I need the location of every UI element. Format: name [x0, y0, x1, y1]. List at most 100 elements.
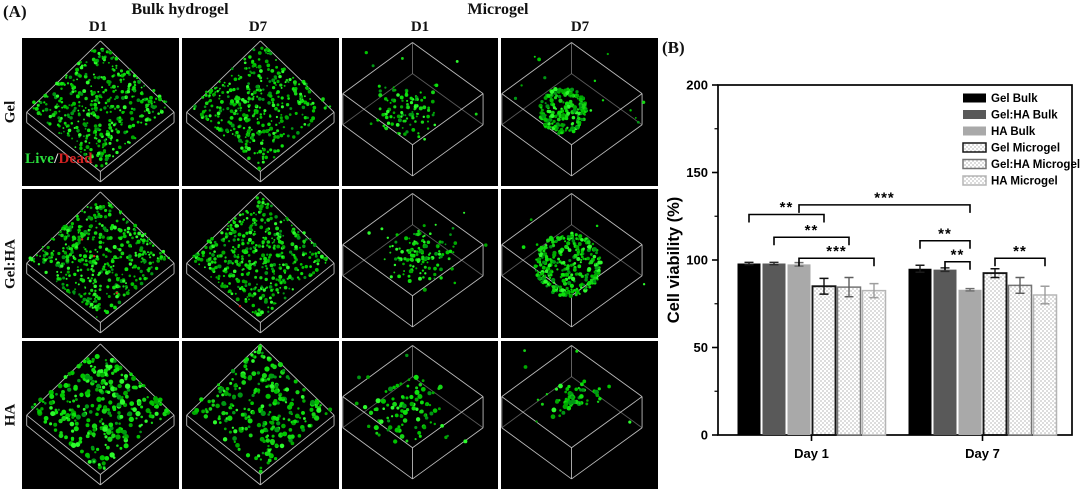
live-cell-dot: [28, 256, 33, 261]
live-cell-dot: [561, 273, 566, 278]
live-cell-dot: [75, 71, 78, 75]
live-cell-dot: [90, 93, 94, 96]
live-cell-dot: [311, 415, 315, 419]
live-cell-dot: [69, 421, 75, 426]
live-cell-dot: [231, 262, 234, 265]
live-cell-dot: [271, 78, 275, 83]
live-cell-dot: [107, 410, 112, 415]
live-cell-dot: [388, 251, 391, 254]
live-cell-dot: [78, 254, 82, 258]
live-cell-dot: [274, 59, 277, 61]
live-cell-dot: [554, 114, 558, 119]
live-cell-dot: [324, 262, 327, 265]
live-cell-dot: [97, 51, 101, 55]
live-cell-dot: [68, 408, 72, 411]
live-cell-dot: [71, 90, 75, 94]
live-cell-dot: [234, 134, 237, 137]
live-cell-dot: [384, 115, 389, 120]
live-cell-dot: [303, 116, 307, 120]
live-cell-dot: [199, 112, 204, 117]
live-cell-dot: [276, 79, 280, 84]
live-cell-dot: [259, 115, 263, 119]
live-cell-dot: [240, 98, 245, 102]
live-cell-dot: [234, 109, 238, 113]
live-cell-dot: [421, 276, 425, 280]
live-cell-dot: [256, 422, 261, 427]
wireframe-edge: [342, 42, 413, 94]
significance-stars: **: [951, 246, 965, 263]
live-cell-dot: [133, 264, 137, 269]
live-cell-dot: [77, 112, 81, 115]
live-cell-dot: [95, 255, 99, 259]
live-cell-dot: [255, 84, 259, 89]
live-cell-dot: [35, 254, 39, 257]
live-cell-dot: [203, 413, 208, 419]
live-cell-dot: [247, 298, 250, 301]
live-cell-dot: [368, 410, 373, 415]
live-cell-dot: [83, 152, 87, 156]
live-cell-dot: [282, 132, 285, 136]
wireframe-edge: [100, 424, 175, 485]
live-cell-dot: [453, 241, 457, 246]
wireframe-edge: [100, 273, 175, 334]
live-cell-dot: [272, 155, 276, 159]
live-cell-dot: [575, 237, 579, 241]
live-cell-dot: [246, 129, 251, 133]
legend-swatch-gel-ha-microgel: [962, 158, 987, 170]
live-cell-dot: [215, 276, 218, 279]
live-cell-dot: [314, 268, 319, 273]
live-cell-dot: [417, 251, 421, 254]
live-cell-dot: [269, 217, 273, 221]
live-cell-dot: [134, 254, 138, 258]
live-cell-dot: [266, 63, 270, 68]
live-cell-dot: [229, 129, 232, 132]
live-cell-dot: [77, 235, 81, 239]
live-cell-dot: [159, 255, 164, 260]
live-cell-dot: [271, 364, 277, 369]
wireframe-edge: [571, 275, 643, 328]
live-cell-dot: [204, 93, 208, 97]
live-cell-dot: [158, 97, 162, 102]
live-cell-dot: [564, 88, 568, 92]
live-cell-dot: [400, 56, 404, 60]
live-cell-dot: [256, 118, 259, 120]
live-cell-dot: [129, 110, 134, 115]
live-cell-dot: [160, 258, 163, 261]
live-cell-dot: [139, 430, 142, 433]
live-cell-dot: [96, 447, 100, 451]
live-cell-dot: [389, 275, 393, 279]
live-cell-dot: [301, 99, 305, 103]
live-cell-dot: [257, 382, 260, 385]
live-cell-dot: [74, 394, 77, 398]
live-cell-dot: [217, 275, 221, 278]
live-cell-dot: [564, 129, 568, 132]
live-cell-dot: [225, 106, 230, 111]
live-cell-dot: [354, 401, 359, 406]
live-cell-dot: [530, 218, 533, 222]
live-cell-dot: [286, 94, 290, 98]
live-cell-dot: [562, 279, 567, 284]
live-cell-dot: [642, 100, 646, 105]
live-cell-dot: [67, 387, 72, 392]
live-cell-dot: [271, 101, 274, 104]
live-cell-dot: [246, 265, 249, 269]
live-cell-dot: [96, 371, 101, 377]
live-cell-dot: [77, 109, 80, 112]
live-cell-dot: [121, 121, 123, 124]
live-cell-dot: [602, 99, 605, 102]
live-dead-separator: /: [54, 151, 59, 167]
live-cell-dot: [137, 231, 142, 236]
live-cell-dot: [141, 257, 144, 260]
live-cell-dot: [135, 410, 141, 416]
live-cell-dot: [250, 59, 254, 63]
live-cell-dot: [270, 97, 275, 102]
live-cell-dot: [94, 298, 96, 301]
live-cell-dot: [399, 433, 404, 439]
live-cell-dot: [254, 286, 257, 290]
live-cell-dot: [117, 85, 119, 88]
live-cell-dot: [414, 407, 419, 411]
live-cell-dot: [266, 52, 269, 55]
live-cell-dot: [543, 245, 548, 251]
live-cell-dot: [56, 271, 59, 274]
live-cell-dot: [204, 114, 208, 118]
